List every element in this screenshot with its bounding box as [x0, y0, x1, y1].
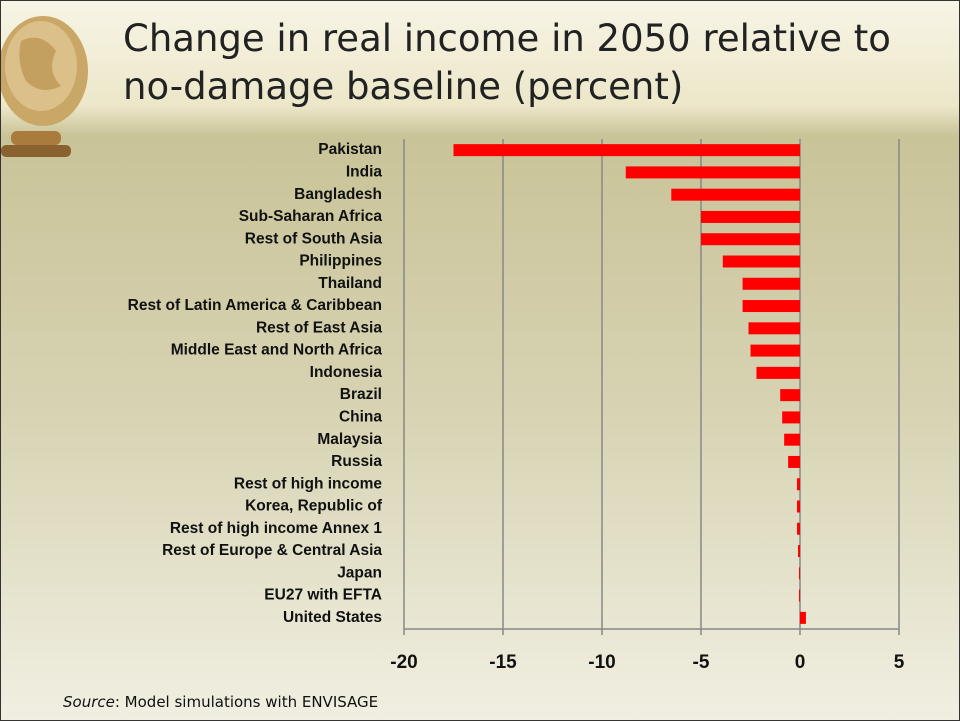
bar: [799, 567, 800, 580]
y-tick-label: Rest of South Asia: [245, 230, 383, 247]
bar: [722, 255, 800, 268]
x-tick-label: -20: [390, 652, 417, 673]
y-tick-label: Philippines: [299, 253, 382, 270]
y-tick-label: Rest of East Asia: [256, 319, 382, 336]
globe-icon: [1, 16, 88, 157]
bar: [742, 277, 800, 290]
y-tick-label: Rest of high income Annex 1: [170, 520, 383, 537]
bar: [799, 589, 800, 602]
bar: [797, 522, 800, 535]
bar: [780, 389, 800, 402]
y-tick-label: India: [346, 164, 383, 181]
x-tick-label: -15: [489, 652, 517, 673]
y-tick-label: Thailand: [318, 275, 382, 292]
bar: [797, 500, 800, 513]
bar: [784, 433, 800, 446]
bar: [798, 545, 800, 558]
y-tick-label: EU27 with EFTA: [264, 587, 382, 604]
y-tick-label: Rest of high income: [234, 475, 383, 492]
x-tick-label: -5: [693, 652, 710, 673]
y-tick-label: Rest of Europe & Central Asia: [162, 542, 382, 559]
bar: [453, 144, 800, 157]
bar: [625, 166, 800, 179]
y-tick-label: Russia: [331, 453, 382, 470]
source-text: : Model simulations with ENVISAGE: [114, 693, 379, 711]
y-tick-label: Japan: [337, 564, 382, 581]
y-tick-label: China: [339, 409, 382, 426]
y-tick-label: Indonesia: [310, 364, 383, 381]
x-tick-label: 0: [795, 652, 806, 673]
source-note: Source: Model simulations with ENVISAGE: [63, 693, 378, 711]
bar: [701, 233, 800, 246]
y-tick-label: Sub-Saharan Africa: [239, 208, 383, 225]
source-label: Source: [63, 693, 115, 711]
y-tick-label: Rest of Latin America & Caribbean: [128, 297, 382, 314]
bar: [671, 188, 800, 201]
y-tick-label: Pakistan: [318, 141, 382, 158]
bar: [701, 210, 800, 223]
bar: [742, 300, 800, 313]
y-tick-label: United States: [283, 609, 382, 626]
y-tick-label: Brazil: [340, 386, 382, 403]
bar: [788, 455, 800, 468]
y-tick-label: Malaysia: [317, 431, 382, 448]
x-tick-label: 5: [894, 652, 905, 673]
bar: [750, 344, 800, 357]
y-tick-label: Korea, Republic of: [245, 498, 383, 515]
bar: [782, 411, 800, 424]
bar: [756, 366, 800, 379]
bar: [797, 478, 800, 491]
x-tick-label: -10: [588, 652, 615, 673]
chart-title: Change in real income in 2050 relative t…: [123, 17, 891, 108]
y-tick-label: Bangladesh: [294, 186, 382, 203]
bar: [800, 611, 806, 624]
y-tick-label: Middle East and North Africa: [171, 342, 383, 359]
bar: [748, 322, 800, 335]
